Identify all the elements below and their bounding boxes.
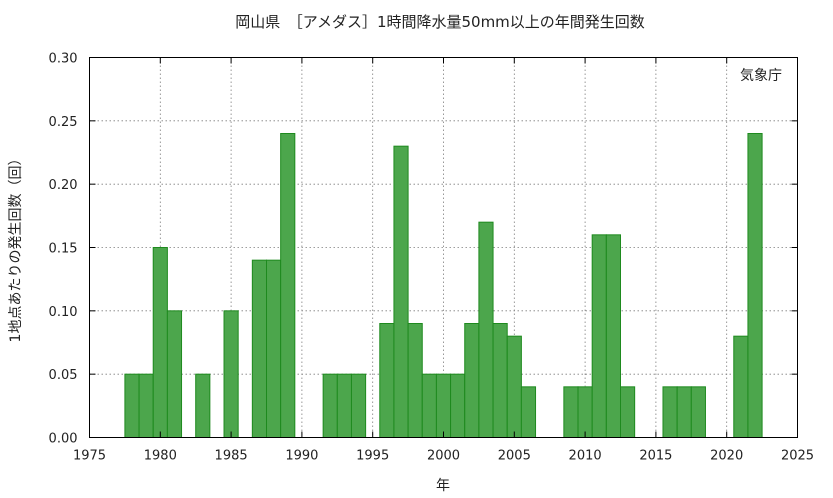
bar-2013 <box>620 386 636 439</box>
bar-2003 <box>478 221 494 438</box>
bar-2021 <box>733 335 749 438</box>
bar-2004 <box>492 323 508 438</box>
bar-2010 <box>577 386 593 439</box>
bar-1979 <box>138 373 154 438</box>
y-axis-label: 1地点あたりの発生回数（回） <box>8 152 24 343</box>
bar-1993 <box>336 373 352 438</box>
y-tick-label: 0.00 <box>49 432 78 447</box>
bar-1981 <box>166 310 183 439</box>
x-tick-label: 1995 <box>356 449 389 464</box>
y-tick-label: 0.20 <box>49 178 78 193</box>
bar-2006 <box>520 386 537 439</box>
bar-1989 <box>280 133 296 438</box>
chart-title: 岡山県 ［アメダス］1時間降水量50mm以上の年間発生回数 <box>235 13 645 31</box>
bar-2011 <box>591 234 607 438</box>
bar-2005 <box>506 335 522 438</box>
bar-2017 <box>676 386 692 439</box>
x-axis-label: 年 <box>436 478 450 494</box>
y-tick-label: 0.30 <box>49 52 78 67</box>
y-tick-label: 0.25 <box>49 115 78 130</box>
bar-1998 <box>407 323 423 438</box>
x-tick-label: 1975 <box>73 449 106 464</box>
x-tick-label: 1980 <box>144 449 177 464</box>
x-tick-label: 2010 <box>569 449 602 464</box>
bar-2012 <box>605 234 622 438</box>
source-label: 気象庁 <box>740 68 782 84</box>
x-tick-label: 2005 <box>498 449 531 464</box>
x-tick-label: 1990 <box>285 449 318 464</box>
x-tick-label: 2025 <box>781 449 814 464</box>
y-tick-label: 0.15 <box>49 242 78 257</box>
x-tick-label: 2020 <box>710 449 743 464</box>
x-tick-label: 2000 <box>427 449 460 464</box>
y-tick-label: 0.10 <box>49 305 78 320</box>
x-tick-label: 1985 <box>215 449 248 464</box>
bars <box>124 133 763 439</box>
bar-1997 <box>393 145 409 439</box>
y-tick-label: 0.05 <box>49 368 78 383</box>
bar-1983 <box>195 373 211 438</box>
bar-1978 <box>124 373 140 438</box>
bar-1988 <box>266 259 282 438</box>
bar-2002 <box>464 323 480 438</box>
bar-1999 <box>421 373 437 438</box>
x-tick-label: 2015 <box>639 449 672 464</box>
bar-2009 <box>563 386 579 439</box>
bar-2001 <box>450 373 466 438</box>
bar-1985 <box>223 310 239 439</box>
bar-1996 <box>379 323 395 438</box>
bar-1980 <box>152 247 168 438</box>
bar-1994 <box>350 373 367 438</box>
x-axis: 1975 1980 1985 1990 1995 2000 2005 2010 2015 2020… <box>73 57 814 464</box>
bar-2016 <box>662 386 678 439</box>
bar-1987 <box>251 259 267 438</box>
bar-2018 <box>690 386 706 439</box>
y-axis: 0.00 0.05 0.10 0.15 0.20 0.25 0.30 <box>49 52 798 447</box>
bar-2022 <box>747 133 763 438</box>
bar-1992 <box>322 373 338 438</box>
bar-2000 <box>435 373 452 438</box>
